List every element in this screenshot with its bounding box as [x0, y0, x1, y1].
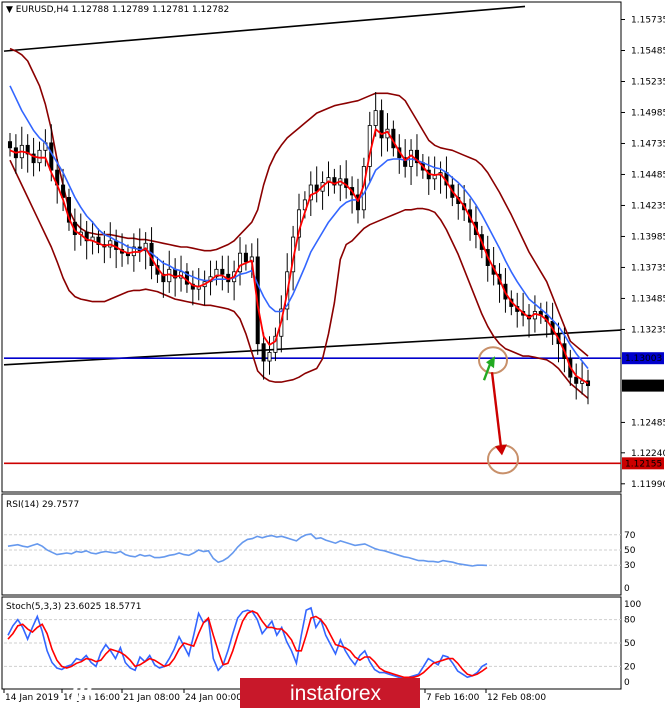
up-arrow-head-icon	[486, 356, 495, 369]
watermark-text: instaforex	[290, 682, 382, 705]
time-label: 16 Jan 16:00	[63, 693, 120, 703]
down-arrow	[490, 372, 503, 448]
time-axis: 14 Jan 2019 16 Jan 16:00 21 Jan 08:00 24 Ja…	[3, 689, 546, 703]
target-price-marker-bg	[622, 457, 664, 470]
fast-ma-line	[9, 128, 589, 385]
header-triangle-icon[interactable]: ▼	[6, 5, 16, 15]
rsi-panel-frame	[1, 493, 622, 596]
price-tick-label: 1.14735	[631, 139, 665, 149]
down-arrow-head-icon	[495, 444, 507, 456]
rsi-title: RSI(14) 29.7577	[6, 500, 79, 510]
main-price-plot	[3, 5, 622, 475]
support-price-marker-bg	[622, 352, 664, 365]
price-tick-label: 1.13235	[631, 325, 665, 335]
candle-body	[267, 351, 272, 362]
candle-body	[379, 110, 384, 139]
price-tick-label: 1.12240	[631, 449, 665, 459]
instaforex-watermark: instaforex	[70, 677, 420, 708]
candle-body	[84, 231, 89, 242]
instaforex-logo-icon	[70, 677, 95, 701]
support-price-marker: 1.13003	[625, 354, 662, 364]
candle-body	[143, 242, 148, 252]
stoch-level-label: 80	[624, 616, 636, 626]
chart-header: ▼ EURUSD,H4 1.12788 1.12789 1.12781 1.12…	[6, 5, 229, 15]
candle-body	[7, 141, 13, 149]
bollinger-lower-line	[9, 159, 589, 399]
price-tick-label: 1.15235	[631, 77, 665, 87]
stoch-level-label: 50	[624, 639, 636, 649]
candle-body	[25, 144, 30, 155]
price-tick-label: 1.15485	[631, 46, 665, 56]
stoch-title: Stoch(5,3,3) 23.6025 18.5771	[6, 602, 141, 612]
target-price-marker: 1.12155	[625, 459, 662, 469]
price-tick-label: 1.12485	[631, 418, 665, 428]
price-scale: 1.15735 1.15485 1.15235 1.14985 1.14735 1.144…	[621, 15, 665, 490]
candle-body	[96, 236, 101, 245]
stoch-level-label: 20	[624, 662, 636, 672]
candle-body	[243, 252, 248, 263]
rsi-level-label: 50	[624, 546, 636, 556]
candle-body	[414, 149, 419, 164]
candle-body	[237, 252, 243, 273]
candle-body	[37, 149, 42, 164]
current-price-marker-bg	[622, 379, 664, 392]
price-tick-label: 1.14235	[631, 201, 665, 211]
candle-body	[355, 194, 361, 211]
candle-body	[61, 184, 66, 198]
upper-trendline	[3, 5, 526, 52]
rsi-level-label: 70	[624, 531, 636, 541]
candle-body	[214, 268, 219, 278]
price-tick-label: 1.11990	[631, 480, 665, 490]
time-label: 12 Feb 08:00	[487, 693, 546, 703]
rsi-level-label: 30	[624, 561, 636, 571]
rsi-plot: 70 50 30 0	[4, 531, 636, 594]
candle-body	[273, 335, 278, 353]
candle-body	[31, 153, 36, 164]
price-tick-label: 1.14485	[631, 170, 665, 180]
candle-body	[403, 157, 408, 167]
candle-body	[220, 268, 225, 275]
time-label: 21 Jan 08:00	[123, 693, 180, 703]
stoch-level-label: 0	[624, 678, 630, 688]
main-panel-frame	[1, 1, 622, 493]
time-label: 7 Feb 16:00	[426, 693, 480, 703]
candle-body	[326, 177, 331, 183]
stoch-level-label: 100	[624, 600, 641, 610]
rsi-line	[7, 533, 488, 567]
candle-body	[574, 376, 579, 384]
candle-body	[373, 110, 378, 126]
candle-body	[49, 142, 54, 171]
symbol-label: EURUSD,H4	[16, 5, 69, 15]
candle-body	[580, 380, 585, 384]
candle-body	[261, 343, 266, 362]
time-label: 24 Jan 00:00	[185, 693, 242, 703]
price-tick-label: 1.14985	[631, 108, 665, 118]
price-tick-label: 1.13735	[631, 263, 665, 273]
ohlc-label: 1.12788 1.12789 1.12781 1.12782	[72, 5, 229, 15]
candle-body	[332, 177, 337, 186]
current-price-marker: 1.12782	[625, 382, 662, 392]
slow-ma-line	[9, 85, 589, 369]
price-tick-label: 1.15735	[631, 15, 665, 25]
candle-body	[308, 184, 313, 201]
price-tick-label: 1.13985	[631, 232, 665, 242]
rsi-level-label: 0	[624, 584, 630, 594]
stoch-signal-line	[7, 610, 488, 679]
price-tick-label: 1.13485	[631, 294, 665, 304]
stochastic-plot: 100 80 50 20 0	[4, 600, 641, 688]
time-label: 14 Jan 2019	[5, 693, 59, 703]
candle-body	[66, 197, 72, 223]
up-arrow	[482, 363, 492, 381]
